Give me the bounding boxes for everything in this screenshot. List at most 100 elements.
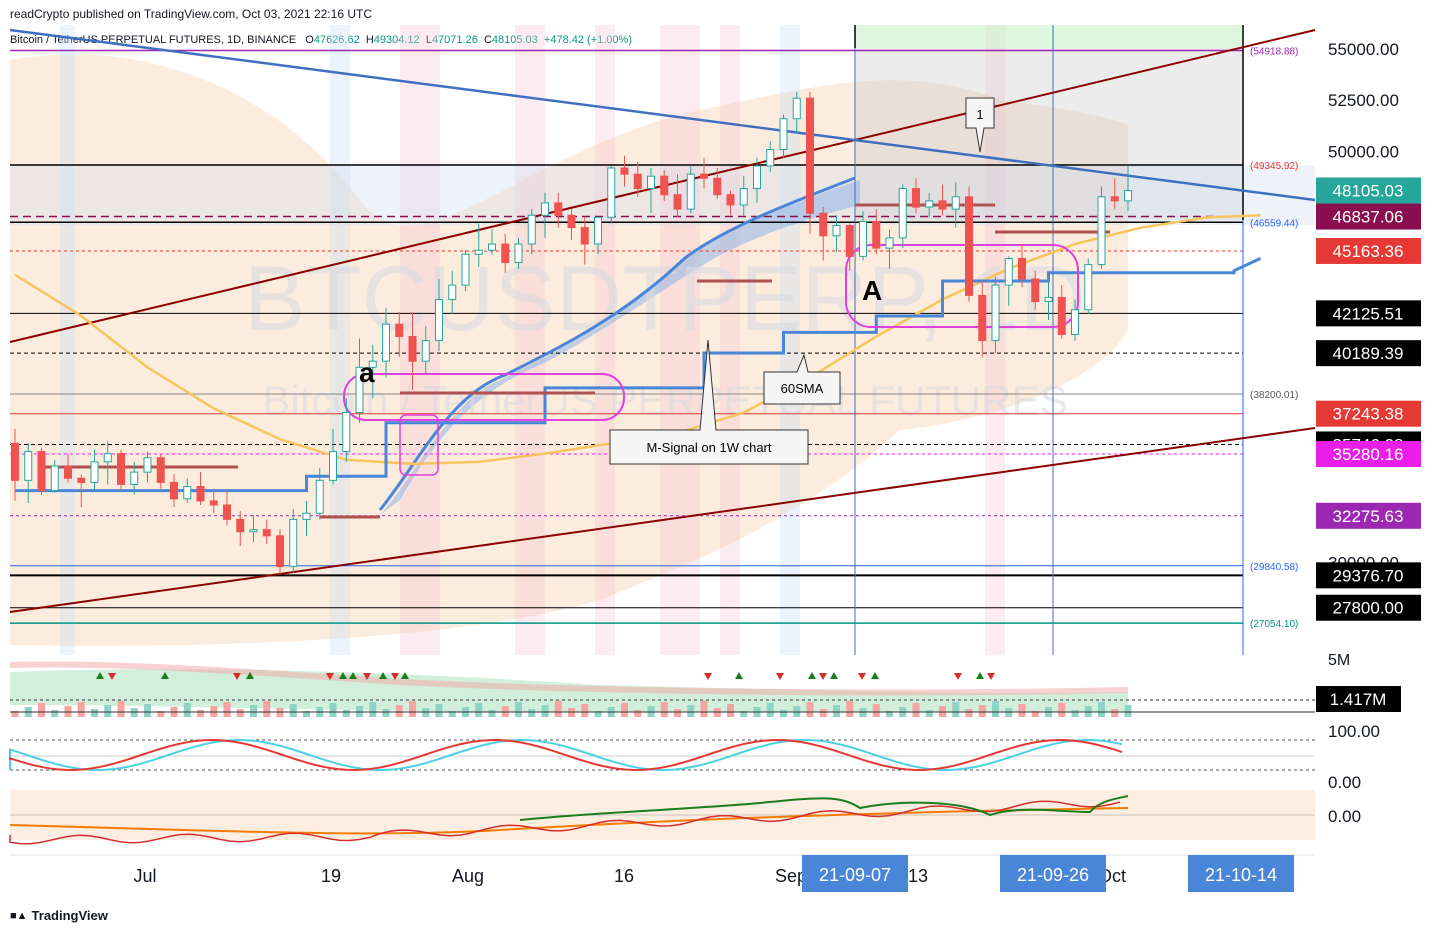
candle-body [938,200,947,210]
candle [951,182,960,228]
buy-signal-icon [96,672,104,679]
level-label: (29840.58) [1250,562,1298,573]
volume-bar [925,710,933,717]
candle [541,192,549,238]
buy-signal-icon [871,672,879,679]
volume-bar [435,704,443,717]
sell-signal-icon [819,673,827,680]
candle-body [382,323,390,362]
candle-body [978,294,987,342]
volume-bar [1031,711,1039,717]
candle-body [1018,257,1026,280]
close-value: 48105.03 [491,34,538,46]
candle-body [580,227,589,245]
candle-body [991,284,1000,342]
candle [1071,299,1079,341]
buy-signal-icon [735,672,743,679]
drawing-lines [9,25,1316,655]
candle-body [50,465,59,492]
candle [355,338,364,423]
candle [170,474,178,508]
candle-body [223,504,231,520]
candle-body [183,486,192,500]
candle-body [925,200,934,208]
candle-body [594,216,602,245]
candle-body [514,243,523,264]
candle [766,141,775,173]
price-badge-label: 40189.39 [1333,344,1404,363]
volume-bar [289,704,297,717]
indicator-panes [9,661,1315,845]
candle-body [474,249,483,255]
volume-bar [38,703,45,717]
candle-body [779,118,788,151]
price-axis: 55000.0052500.0050000.0030000.00(54918.8… [1250,0,1441,900]
osc-line-green [519,795,1129,821]
candle [223,490,231,526]
volume-bar [157,711,165,717]
sell-signal-icon [108,673,116,680]
candle [236,511,245,547]
candle [342,398,351,462]
volume-bar [780,710,787,717]
channel-lower-line [9,427,1316,613]
sell-signal-icon [858,673,866,680]
price-badge [1316,340,1421,367]
change-value: +478.42 (+1.00%) [543,34,632,46]
candle [514,237,523,269]
annotations: a A 1 60SMA M-Signal on 1W chart [359,97,995,465]
candle-body [832,225,841,237]
stoch-k-line [9,739,1123,771]
level-label: (27054.10) [1250,619,1298,630]
candle-body [1071,309,1079,335]
price-badge-label: 46837.06 [1333,208,1404,227]
published-header: readCrypto published on TradingView.com,… [10,7,372,21]
candle-body [1057,296,1066,335]
candle-body [408,336,417,362]
level-label: (46559.44) [1250,218,1298,229]
candle-body [859,220,867,257]
buy-signal-icon [808,672,816,679]
candle [501,233,510,273]
volume-bar [303,711,310,717]
candle-body [660,175,669,196]
level-label: (38200.01) [1250,390,1298,401]
candle-body [342,412,351,453]
symbol-legend: Bitcoin / TetherUS PERPETUAL FUTURES, 1D… [10,34,632,46]
candle-body [1031,278,1040,303]
candle-body [488,243,496,251]
candle-body [1004,257,1013,286]
sell-signal-icon [391,673,399,680]
candle-body [567,214,576,229]
volume-bar [223,702,231,717]
volume-bar [342,710,350,717]
candle [315,468,324,520]
sell-signal-icon [954,673,962,680]
candle-body [527,214,536,245]
candle-body [421,340,430,362]
y-tick-label: 52500.00 [1328,91,1399,110]
price-badge-label: 37243.38 [1333,405,1404,424]
highlight-ellipse-A [845,244,1079,328]
candle [421,326,430,374]
candle-body [395,323,404,337]
candle [620,155,629,187]
candle-body [501,243,510,264]
price-badge [1316,441,1421,468]
candle [382,307,390,378]
candle [713,168,722,199]
x-tick-label: Sep [775,866,807,886]
candle-body [792,97,801,120]
sell-signal-icon [776,673,784,680]
candle-body [156,457,165,483]
highlight-column [515,25,545,655]
candle-body [951,196,960,210]
x-tick-label: 13 [908,866,928,886]
candle-body [103,453,112,463]
candle [461,250,470,292]
candle [819,207,828,261]
price-badge [1316,300,1421,327]
highlight-ellipse-a [343,373,625,421]
candle-body [726,194,735,206]
